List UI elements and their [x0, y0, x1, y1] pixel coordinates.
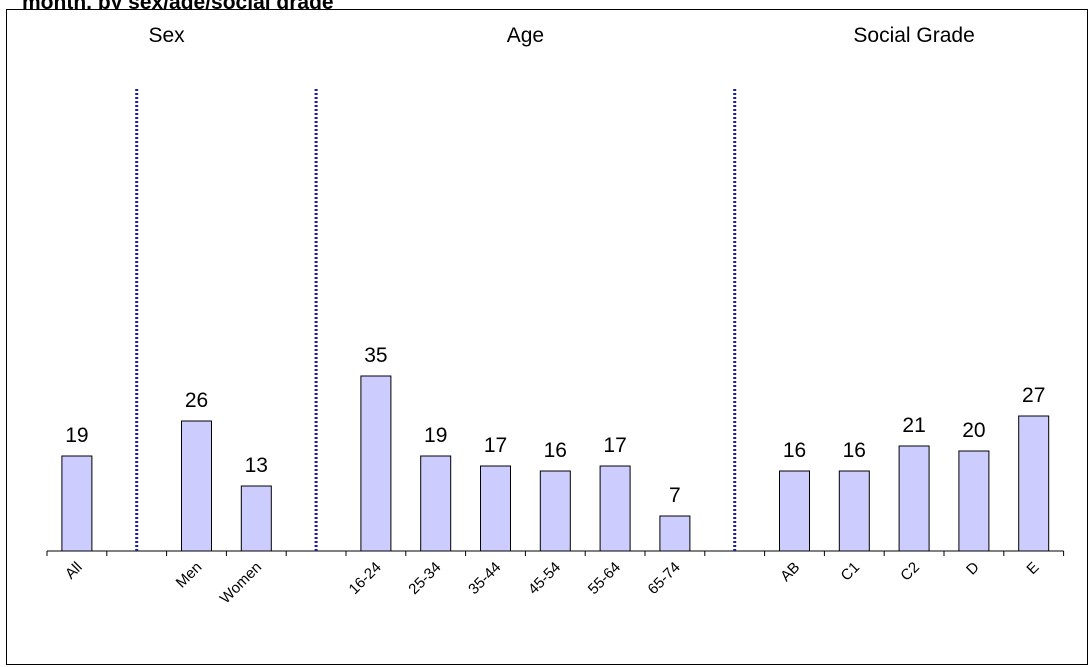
category-label: AB [777, 559, 803, 585]
bar [61, 455, 93, 552]
category-label: 65-74 [645, 559, 684, 598]
bar [779, 470, 810, 552]
group-label: Social Grade [853, 24, 974, 47]
bar [958, 450, 990, 552]
bar [898, 445, 930, 552]
data-label: 35 [364, 344, 387, 367]
bar [659, 515, 691, 552]
group-label: Sex [149, 24, 186, 47]
bar [480, 465, 511, 552]
category-label: Men [173, 559, 206, 592]
data-label: 7 [669, 484, 681, 507]
group-label: Age [507, 24, 544, 47]
category-label: D [963, 559, 983, 579]
category-label: 35-44 [465, 559, 504, 598]
category-label: C1 [838, 559, 864, 585]
category-label: 16-24 [346, 559, 385, 598]
category-label: All [62, 559, 86, 583]
data-label: 20 [962, 419, 985, 442]
bar [539, 470, 571, 552]
category-label: 25-34 [405, 559, 444, 598]
chart-area: Sex Age Social Grade 19 All 26 Men 13 Women 35 16-… [6, 9, 1088, 665]
data-label: 19 [424, 424, 447, 447]
data-label: 27 [1022, 384, 1045, 407]
category-label: 45-54 [525, 559, 564, 598]
data-label: 21 [902, 414, 925, 437]
bar [360, 375, 392, 552]
bar [599, 465, 631, 552]
bar [181, 420, 212, 552]
data-label: 13 [245, 454, 268, 477]
bar [240, 485, 272, 552]
bar [420, 455, 452, 552]
data-label: 17 [484, 434, 507, 457]
bar-chart: Sex Age Social Grade 19 All 26 Men 13 Women 35 16-… [46, 24, 1065, 607]
category-label: E [1023, 559, 1042, 578]
data-label: 19 [65, 424, 88, 447]
data-label: 16 [783, 439, 806, 462]
category-label: C2 [897, 559, 923, 585]
data-label: 17 [603, 434, 626, 457]
data-label: 16 [544, 439, 567, 462]
data-label: 16 [843, 439, 866, 462]
bar [838, 470, 870, 552]
category-label: 55-64 [585, 559, 624, 598]
data-label: 26 [185, 389, 208, 412]
bar [1018, 415, 1050, 552]
category-label: Women [217, 559, 265, 607]
